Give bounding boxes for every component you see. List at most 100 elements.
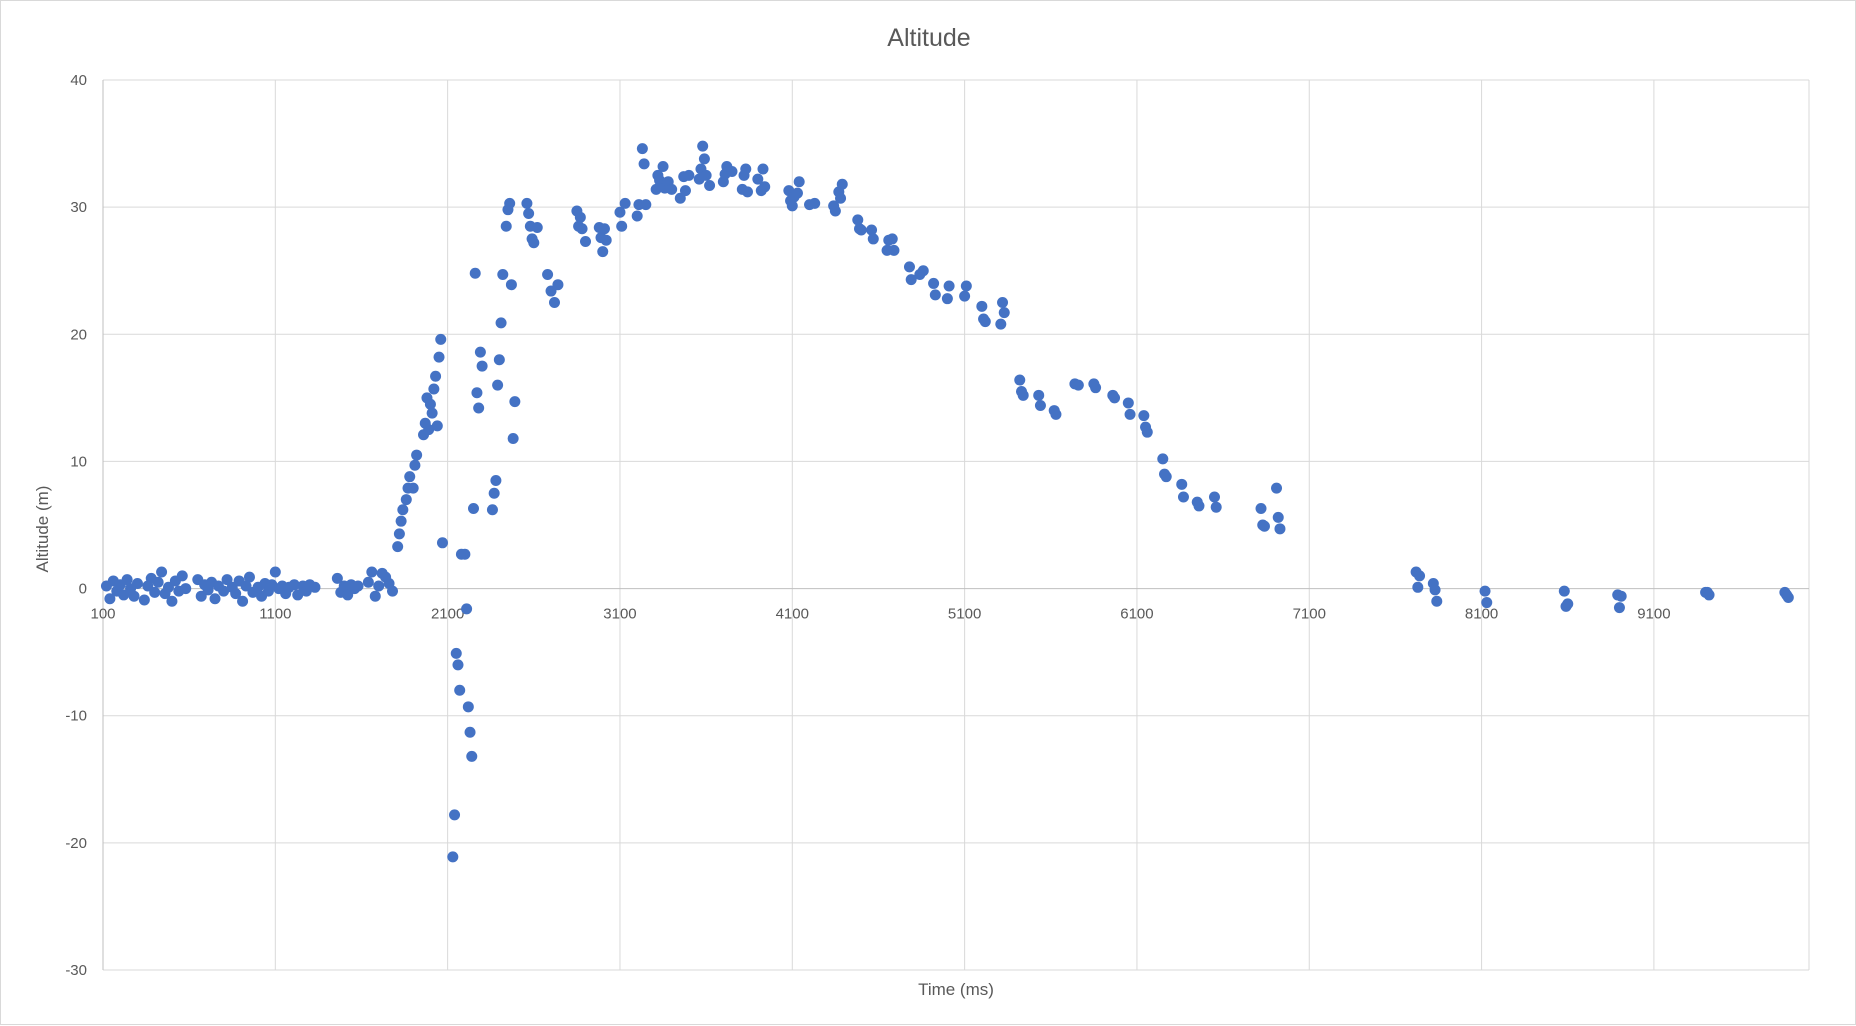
data-point: [600, 234, 612, 246]
data-point: [998, 307, 1010, 319]
data-point: [176, 570, 188, 582]
data-point: [497, 269, 509, 281]
x-tick-label: 7100: [1293, 606, 1326, 623]
data-point: [428, 383, 440, 395]
data-point: [469, 267, 481, 279]
x-tick-label: 8100: [1465, 606, 1498, 623]
x-tick-label: 1100: [259, 606, 291, 623]
x-tick-label: 4100: [776, 606, 809, 623]
data-point: [855, 224, 867, 236]
data-point: [152, 576, 164, 588]
data-point: [400, 494, 412, 506]
data-point: [392, 541, 404, 553]
data-point: [683, 169, 695, 181]
data-point: [1208, 491, 1220, 503]
x-tick-label: 100: [90, 606, 115, 623]
data-point: [180, 583, 192, 595]
data-point: [1274, 523, 1286, 535]
data-point: [614, 206, 626, 218]
data-point: [809, 197, 821, 209]
data-point: [1429, 584, 1441, 596]
data-point: [741, 186, 753, 198]
data-point: [1272, 511, 1284, 523]
data-point: [237, 595, 249, 607]
data-points: [100, 140, 1794, 863]
data-point: [393, 528, 405, 540]
data-point: [230, 588, 242, 600]
data-point: [829, 205, 841, 217]
data-point: [269, 566, 281, 578]
data-point: [697, 140, 709, 152]
data-point: [1090, 382, 1102, 394]
data-point: [1562, 598, 1574, 610]
data-point: [1210, 501, 1222, 513]
data-point: [461, 603, 473, 615]
data-point: [523, 208, 535, 219]
data-point: [488, 487, 500, 499]
data-point: [759, 181, 771, 193]
data-point: [471, 387, 483, 399]
x-tick-label: 3100: [603, 606, 636, 623]
data-point: [580, 235, 592, 247]
data-point: [466, 750, 478, 762]
data-point: [505, 279, 517, 291]
data-point: [474, 346, 486, 358]
data-point: [331, 572, 343, 584]
data-point: [1255, 502, 1267, 514]
data-point: [149, 586, 161, 598]
data-point: [1072, 379, 1084, 391]
data-point: [500, 220, 512, 232]
data-point: [409, 459, 421, 471]
data-point: [395, 515, 407, 527]
data-point: [726, 166, 738, 178]
data-point: [995, 318, 1007, 330]
data-point: [852, 214, 864, 226]
data-point: [598, 223, 610, 235]
y-tick-label: -10: [65, 708, 87, 725]
data-point: [666, 183, 678, 195]
data-point: [452, 659, 464, 671]
data-point: [552, 279, 564, 291]
data-point: [467, 502, 479, 514]
data-point: [1782, 591, 1794, 603]
data-point: [373, 580, 385, 592]
data-point: [752, 173, 764, 185]
data-point: [407, 482, 419, 494]
data-point: [1034, 399, 1046, 411]
data-point: [941, 293, 953, 305]
data-point: [507, 433, 519, 445]
data-point: [459, 548, 471, 560]
data-point: [1122, 397, 1134, 409]
data-point: [292, 589, 304, 601]
x-tick-label: 6100: [1120, 606, 1153, 623]
data-point: [886, 233, 898, 245]
data-point: [867, 233, 879, 245]
data-point: [1014, 374, 1026, 386]
data-point: [1141, 426, 1153, 438]
chart-title: Altitude: [887, 24, 970, 52]
data-point: [492, 379, 504, 391]
data-point: [959, 290, 971, 302]
data-point: [436, 537, 448, 549]
data-point: [138, 594, 150, 606]
data-point: [362, 576, 374, 588]
data-point: [929, 289, 941, 301]
data-point: [369, 590, 381, 602]
data-point: [1615, 590, 1627, 602]
gridlines: [103, 79, 1810, 971]
data-point: [397, 504, 409, 516]
data-point: [576, 223, 588, 235]
data-point: [454, 684, 466, 696]
data-point: [131, 577, 143, 589]
data-point: [640, 199, 652, 211]
data-point: [905, 274, 917, 286]
x-axis-title: Time (ms): [918, 980, 994, 999]
data-point: [700, 169, 712, 181]
data-point: [464, 726, 476, 738]
data-point: [740, 163, 752, 175]
data-point: [597, 246, 609, 258]
data-point: [1558, 585, 1570, 597]
data-point: [366, 566, 378, 578]
